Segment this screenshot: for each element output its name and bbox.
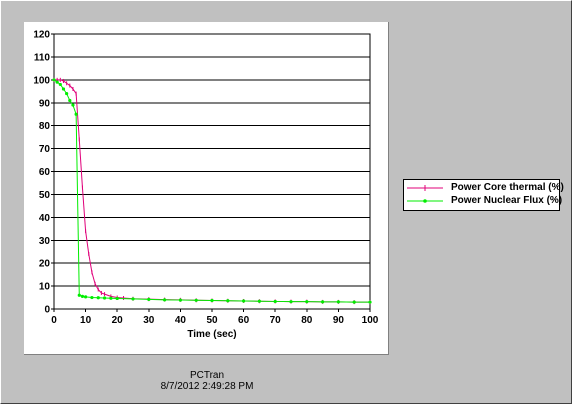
y-tick-label-70: 70	[39, 144, 51, 155]
y-tick-label-60: 60	[39, 167, 51, 178]
series-1-point-29	[336, 300, 340, 304]
legend-item-core-thermal: Power Core thermal (%)	[404, 182, 564, 194]
series-1-point-5	[68, 98, 72, 103]
series-1-point-0	[52, 78, 56, 82]
y-tick-label-120: 120	[33, 30, 50, 41]
series-1-point-12	[96, 296, 100, 300]
x-tick-label-0: 0	[51, 315, 57, 326]
series-1-point-16	[131, 297, 135, 301]
series-1-point-21	[210, 298, 214, 303]
legend-item-nuclear-flux: Power Nuclear Flux (%)	[404, 195, 563, 207]
series-line-1	[53, 79, 370, 303]
series-1-point-26	[289, 300, 293, 304]
y-tick-label-30: 30	[39, 236, 51, 247]
series-1-point-2	[58, 82, 62, 87]
x-tick-label-100: 100	[362, 315, 379, 326]
legend-swatch-core-thermal	[407, 185, 443, 191]
series-1-point-7	[74, 112, 78, 116]
y-tick-label-0: 0	[44, 305, 50, 316]
series-1-point-31	[368, 300, 372, 304]
series-1-point-6	[71, 103, 75, 107]
series-1-point-18	[163, 298, 167, 302]
legend-swatch-nuclear-flux	[407, 199, 443, 203]
x-tick-label-30: 30	[143, 315, 155, 326]
x-axis-label: Time (sec)	[187, 329, 236, 340]
series-1-point-15	[115, 296, 119, 301]
plot-panel: 0 10 20 30 40 50 60 70 80 90 100 110 120 0 10 20 30 40 50 6…	[24, 22, 389, 355]
series-line-0	[54, 79, 370, 303]
series-1-point-9	[80, 294, 85, 298]
x-tick-label-50: 50	[206, 315, 218, 326]
series-1-point-30	[352, 300, 356, 304]
y-tick-label-40: 40	[39, 213, 51, 224]
series-1-point-4	[65, 91, 69, 96]
legend-label-core-thermal: Power Core thermal (%)	[451, 182, 564, 193]
footer-app-name: PCTran	[189, 370, 225, 381]
x-tick-label-10: 10	[80, 315, 92, 326]
series-1-point-10	[84, 295, 88, 299]
footer: PCTran 8/7/2012 2:49:28 PM	[101, 370, 313, 392]
x-tick-label-40: 40	[175, 315, 187, 326]
series-1-point-22	[226, 299, 230, 303]
series-1-point-1	[55, 80, 59, 84]
y-tick-label-110: 110	[34, 52, 51, 63]
series-1-point-28	[321, 300, 325, 304]
x-tick-label-70: 70	[270, 315, 282, 326]
series-1-point-25	[273, 299, 277, 304]
series-1-point-23	[242, 299, 246, 303]
y-tick-label-50: 50	[39, 190, 51, 201]
x-tick-label-60: 60	[238, 315, 250, 326]
y-tick-label-90: 90	[39, 98, 51, 109]
series-1-point-24	[257, 299, 261, 303]
x-tick-label-20: 20	[112, 315, 124, 326]
y-tick-label-20: 20	[39, 259, 51, 270]
series-1-point-14	[109, 296, 113, 300]
series-1-point-17	[147, 297, 151, 301]
series-1-point-20	[194, 298, 198, 302]
series-1-point-19	[178, 298, 182, 302]
y-tick-label-100: 100	[33, 75, 50, 86]
y-tick-label-10: 10	[39, 282, 51, 293]
y-tick-label-80: 80	[39, 121, 51, 132]
series-1-point-11	[90, 295, 94, 300]
series-1-point-13	[102, 296, 107, 300]
footer-timestamp: 8/7/2012 2:49:28 PM	[160, 381, 254, 392]
series-1-point-3	[61, 87, 66, 91]
chart-legend: Power Core thermal (%) Power Nuclear Flu…	[403, 179, 564, 211]
chart-plot: 0 10 20 30 40 50 60 70 80 90 100 110 120 0 10 20 30 40 50 6…	[33, 30, 379, 341]
series-1-point-8	[77, 293, 81, 297]
legend-label-nuclear-flux: Power Nuclear Flux (%)	[451, 195, 563, 206]
series-1-point-27	[305, 300, 309, 304]
x-tick-label-80: 80	[301, 315, 313, 326]
x-tick-label-90: 90	[333, 315, 345, 326]
